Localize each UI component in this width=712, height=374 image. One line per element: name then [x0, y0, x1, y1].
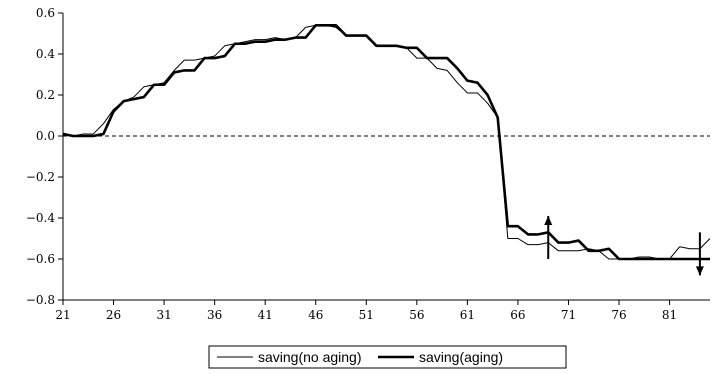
- x-tick-label: 61: [460, 308, 475, 322]
- x-tick-label: 41: [258, 308, 273, 322]
- tick-labels: −0.8 −0.6 −0.4 −0.2 0.0 0.2 0.4 0.6 21 26 31 36 41 46…: [26, 6, 677, 322]
- annotations: [544, 215, 704, 276]
- x-tick-label: 31: [156, 308, 171, 322]
- arrow-down-annotation: [695, 232, 704, 276]
- y-tick-label: −0.2: [26, 170, 55, 184]
- x-tick-label: 56: [409, 308, 424, 322]
- arrow-up-annotation: [544, 215, 553, 259]
- legend: saving(no aging) saving(aging): [208, 345, 567, 369]
- y-tick-label: 0.6: [36, 6, 55, 20]
- series-group: [62, 23, 711, 261]
- x-tick-label: 46: [308, 308, 323, 322]
- arrow-head: [544, 215, 553, 225]
- y-tick-label: 0.0: [36, 129, 55, 143]
- y-tick-label: −0.6: [26, 252, 55, 266]
- legend-label: saving(no aging): [258, 349, 362, 365]
- x-tick-label: 81: [662, 308, 677, 322]
- y-tick-label: −0.4: [26, 211, 56, 225]
- x-tick-label: 36: [207, 308, 222, 322]
- series-line-saving-no-aging: [62, 24, 711, 260]
- x-tick-label: 21: [55, 308, 70, 322]
- y-tick-label: 0.2: [36, 88, 55, 102]
- x-tick-label: 51: [359, 308, 374, 322]
- series-line-saving-aging: [62, 23, 710, 261]
- axes: [58, 12, 710, 305]
- legend-label: saving(aging): [419, 349, 503, 365]
- arrow-head: [695, 266, 704, 276]
- y-tick-label: 0.4: [36, 47, 55, 61]
- x-tick-label: 71: [561, 308, 576, 322]
- y-tick-label: −0.8: [26, 293, 55, 307]
- x-tick-label: 76: [611, 308, 626, 322]
- x-tick-label: 66: [510, 308, 525, 322]
- x-tick-label: 26: [106, 308, 121, 322]
